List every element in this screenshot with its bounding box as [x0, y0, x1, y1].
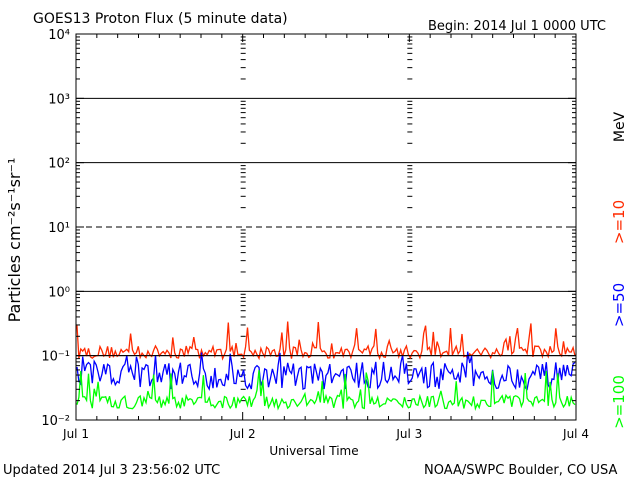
y-tick-label: 10⁻²: [41, 414, 70, 429]
series-line-1: [76, 321, 576, 361]
chart-title: GOES13 Proton Flux (5 minute data): [33, 11, 288, 27]
y-tick-label: 10²: [48, 157, 70, 172]
x-tick-label: Jul 2: [229, 427, 256, 441]
legend: >=10 >=50 >=100 MeV: [610, 111, 628, 428]
source-label: NOAA/SWPC Boulder, CO USA: [424, 463, 617, 478]
plot-area: [76, 34, 576, 420]
x-tick-label: Jul 3: [395, 427, 422, 441]
legend-entry-1: >=10: [610, 200, 628, 244]
x-tick-label: Jul 4: [562, 427, 589, 441]
y-tick-label: 10⁰: [48, 285, 70, 300]
x-axis-ticks: Jul 1 Jul 2 Jul 3 Jul 4: [62, 34, 589, 441]
series-layer: [76, 321, 576, 411]
y-tick-label: 10⁻¹: [41, 350, 70, 365]
begin-label: Begin: 2014 Jul 1 0000 UTC: [428, 19, 606, 34]
y-axis-label: Particles cm⁻²s⁻¹sr⁻¹: [5, 158, 24, 323]
y-tick-label: 10³: [48, 92, 70, 107]
y-tick-label: 10⁴: [48, 28, 70, 43]
series-line-3: [76, 370, 576, 411]
legend-unit: MeV: [612, 111, 628, 142]
legend-entry-3: >=100: [610, 375, 628, 429]
y-axis-ticks: 10⁻² 10⁻¹ 10⁰ 10¹ 10² 10³ 10⁴: [41, 28, 576, 429]
x-axis-label: Universal Time: [269, 444, 358, 458]
y-tick-label: 10¹: [48, 221, 70, 236]
legend-entry-2: >=50: [610, 283, 628, 327]
x-tick-label: Jul 1: [62, 427, 89, 441]
updated-label: Updated 2014 Jul 3 23:56:02 UTC: [3, 463, 220, 478]
